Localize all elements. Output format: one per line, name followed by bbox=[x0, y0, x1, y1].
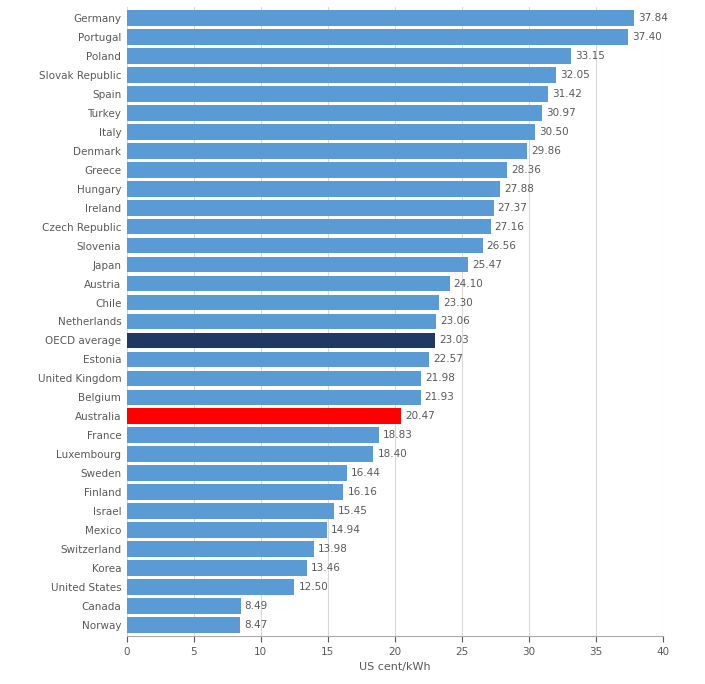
Text: 27.37: 27.37 bbox=[498, 202, 527, 213]
Bar bbox=[127, 314, 436, 329]
Text: 33.15: 33.15 bbox=[575, 51, 605, 61]
Text: 22.57: 22.57 bbox=[434, 354, 463, 365]
Bar bbox=[127, 617, 240, 633]
Text: 32.05: 32.05 bbox=[560, 70, 590, 80]
Text: 37.84: 37.84 bbox=[638, 13, 668, 23]
Text: 16.44: 16.44 bbox=[351, 468, 381, 478]
Text: 16.16: 16.16 bbox=[348, 487, 377, 497]
Text: 23.30: 23.30 bbox=[443, 298, 473, 308]
Text: 25.47: 25.47 bbox=[472, 260, 502, 269]
Text: 24.10: 24.10 bbox=[454, 278, 484, 289]
Text: 21.98: 21.98 bbox=[425, 373, 455, 383]
Text: 31.42: 31.42 bbox=[552, 89, 582, 99]
Text: 23.06: 23.06 bbox=[440, 317, 470, 326]
X-axis label: US cent/kWh: US cent/kWh bbox=[359, 662, 431, 672]
Bar bbox=[127, 105, 541, 121]
Bar bbox=[127, 257, 468, 272]
Text: 8.49: 8.49 bbox=[245, 601, 268, 611]
Bar bbox=[127, 295, 439, 311]
Text: 29.86: 29.86 bbox=[531, 146, 560, 156]
Bar bbox=[127, 29, 628, 45]
Bar bbox=[127, 428, 379, 443]
Bar bbox=[127, 162, 507, 178]
Bar bbox=[127, 560, 307, 576]
Bar bbox=[127, 579, 295, 594]
Bar bbox=[127, 408, 401, 424]
Text: 30.97: 30.97 bbox=[546, 108, 575, 118]
Text: 18.83: 18.83 bbox=[383, 430, 413, 440]
Text: 26.56: 26.56 bbox=[486, 241, 517, 250]
Bar bbox=[127, 67, 556, 83]
Bar bbox=[127, 371, 422, 386]
Bar bbox=[127, 200, 494, 215]
Bar bbox=[127, 124, 536, 140]
Bar bbox=[127, 276, 450, 291]
Bar bbox=[127, 522, 327, 538]
Bar bbox=[127, 181, 501, 196]
Bar bbox=[127, 541, 314, 557]
Bar bbox=[127, 389, 421, 405]
Text: 13.46: 13.46 bbox=[311, 563, 341, 573]
Bar bbox=[127, 352, 429, 367]
Text: 28.36: 28.36 bbox=[511, 165, 541, 175]
Bar bbox=[127, 219, 491, 235]
Bar bbox=[127, 86, 548, 102]
Bar bbox=[127, 503, 334, 518]
Bar bbox=[127, 332, 436, 348]
Text: 27.88: 27.88 bbox=[504, 184, 534, 194]
Text: 15.45: 15.45 bbox=[338, 506, 368, 516]
Bar bbox=[127, 465, 347, 481]
Text: 18.40: 18.40 bbox=[377, 449, 407, 459]
Bar bbox=[127, 484, 343, 500]
Bar bbox=[127, 447, 374, 462]
Bar bbox=[127, 238, 483, 254]
Bar bbox=[127, 49, 571, 64]
Bar bbox=[127, 10, 634, 26]
Text: 14.94: 14.94 bbox=[331, 525, 361, 535]
Text: 13.98: 13.98 bbox=[318, 544, 348, 554]
Text: 37.40: 37.40 bbox=[632, 32, 661, 42]
Bar bbox=[127, 143, 527, 159]
Text: 21.93: 21.93 bbox=[424, 393, 455, 402]
Text: 30.50: 30.50 bbox=[539, 127, 569, 137]
Text: 27.16: 27.16 bbox=[495, 222, 525, 232]
Text: 23.03: 23.03 bbox=[439, 335, 469, 345]
Text: 20.47: 20.47 bbox=[405, 411, 435, 421]
Text: 8.47: 8.47 bbox=[245, 620, 268, 630]
Bar bbox=[127, 598, 240, 614]
Text: 12.50: 12.50 bbox=[298, 582, 328, 592]
